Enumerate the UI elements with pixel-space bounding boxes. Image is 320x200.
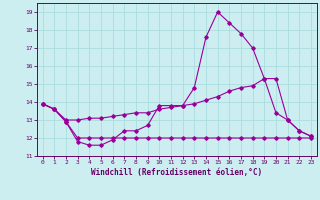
- X-axis label: Windchill (Refroidissement éolien,°C): Windchill (Refroidissement éolien,°C): [91, 168, 262, 177]
